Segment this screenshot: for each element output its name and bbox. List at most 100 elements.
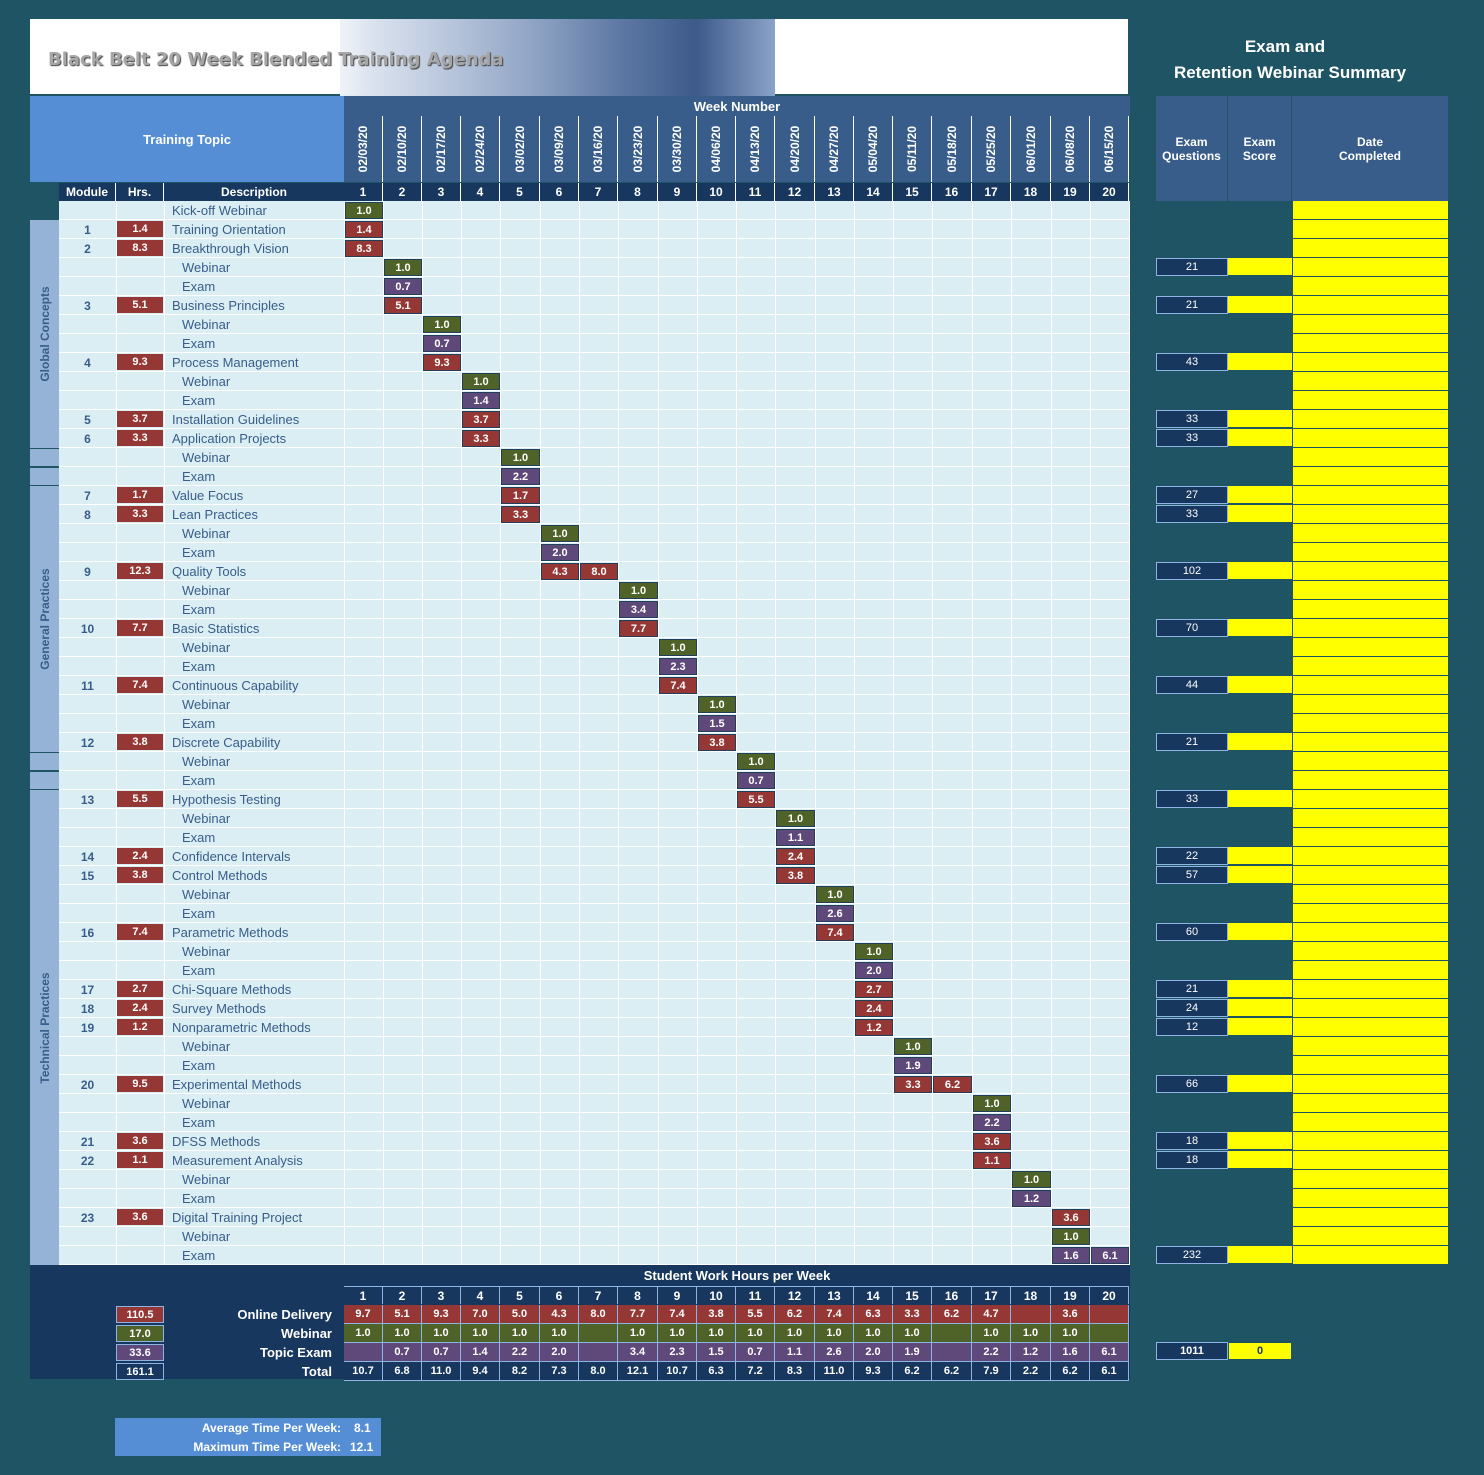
date-completed-cell[interactable]: [1292, 885, 1448, 904]
date-completed-cell[interactable]: [1292, 1094, 1448, 1113]
date-completed-cell[interactable]: [1292, 942, 1448, 961]
date-completed-cell[interactable]: [1292, 467, 1448, 486]
date-completed-cell[interactable]: [1292, 638, 1448, 657]
date-completed-cell[interactable]: [1292, 505, 1448, 524]
exam-score-input[interactable]: [1228, 847, 1292, 865]
topic-description[interactable]: Webinar: [182, 754, 231, 769]
topic-description[interactable]: Webinar: [182, 1039, 231, 1054]
date-completed-cell[interactable]: [1292, 790, 1448, 809]
topic-description[interactable]: Webinar: [182, 583, 231, 598]
exam-score-input[interactable]: [1228, 923, 1292, 941]
exam-score-input[interactable]: [1228, 999, 1292, 1017]
date-completed-cell[interactable]: [1292, 448, 1448, 467]
topic-description[interactable]: Parametric Methods: [172, 925, 289, 940]
exam-score-input[interactable]: [1228, 1151, 1292, 1169]
exam-score-input[interactable]: [1228, 429, 1292, 447]
topic-description[interactable]: Webinar: [182, 944, 231, 959]
date-completed-cell[interactable]: [1292, 581, 1448, 600]
date-completed-cell[interactable]: [1292, 258, 1448, 277]
exam-score-input[interactable]: [1228, 980, 1292, 998]
topic-description[interactable]: Training Orientation: [172, 222, 286, 237]
topic-description[interactable]: Webinar: [182, 887, 231, 902]
date-completed-cell[interactable]: [1292, 1113, 1448, 1132]
topic-description[interactable]: Webinar: [182, 697, 231, 712]
topic-description[interactable]: Webinar: [182, 526, 231, 541]
date-completed-cell[interactable]: [1292, 695, 1448, 714]
topic-description[interactable]: Application Projects: [172, 431, 287, 446]
topic-description[interactable]: Breakthrough Vision: [172, 241, 289, 256]
topic-description[interactable]: Webinar: [182, 450, 231, 465]
date-completed-cell[interactable]: [1292, 1208, 1448, 1227]
topic-description[interactable]: Exam: [182, 773, 216, 788]
date-completed-cell[interactable]: [1292, 277, 1448, 296]
exam-total-questions[interactable]: 1011: [1156, 1342, 1228, 1360]
exam-score-input[interactable]: [1228, 676, 1292, 694]
exam-score-input[interactable]: [1228, 410, 1292, 428]
date-completed-cell[interactable]: [1292, 866, 1448, 885]
exam-score-input[interactable]: [1228, 1246, 1292, 1264]
exam-score-input[interactable]: [1228, 1018, 1292, 1036]
exam-score-input[interactable]: [1228, 866, 1292, 884]
exam-score-input[interactable]: [1228, 733, 1292, 751]
date-completed-cell[interactable]: [1292, 1037, 1448, 1056]
topic-description[interactable]: Continuous Capability: [172, 678, 299, 693]
exam-score-input[interactable]: [1228, 1075, 1292, 1093]
topic-description[interactable]: Experimental Methods: [172, 1077, 302, 1092]
topic-description[interactable]: Business Principles: [172, 298, 285, 313]
date-completed-cell[interactable]: [1292, 980, 1448, 999]
date-completed-cell[interactable]: [1292, 315, 1448, 334]
topic-description[interactable]: Control Methods: [172, 868, 268, 883]
topic-description[interactable]: DFSS Methods: [172, 1134, 261, 1149]
topic-description[interactable]: Exam: [182, 336, 216, 351]
topic-description[interactable]: Exam: [182, 659, 216, 674]
date-completed-cell[interactable]: [1292, 562, 1448, 581]
exam-score-input[interactable]: [1228, 296, 1292, 314]
topic-description[interactable]: Webinar: [182, 260, 231, 275]
exam-score-input[interactable]: [1228, 258, 1292, 276]
date-completed-cell[interactable]: [1292, 847, 1448, 866]
topic-description[interactable]: Exam: [182, 602, 216, 617]
topic-description[interactable]: Webinar: [182, 640, 231, 655]
exam-score-input[interactable]: [1228, 486, 1292, 504]
topic-description[interactable]: Survey Methods: [172, 1001, 266, 1016]
date-completed-cell[interactable]: [1292, 1151, 1448, 1170]
exam-score-input[interactable]: [1228, 1132, 1292, 1150]
date-completed-cell[interactable]: [1292, 201, 1448, 220]
topic-description[interactable]: Webinar: [182, 811, 231, 826]
topic-description[interactable]: Chi-Square Methods: [172, 982, 292, 997]
date-completed-cell[interactable]: [1292, 714, 1448, 733]
date-completed-cell[interactable]: [1292, 1227, 1448, 1246]
date-completed-cell[interactable]: [1292, 372, 1448, 391]
date-completed-cell[interactable]: [1292, 1132, 1448, 1151]
topic-description[interactable]: Exam: [182, 1248, 216, 1263]
topic-description[interactable]: Exam: [182, 963, 216, 978]
topic-description[interactable]: Exam: [182, 469, 216, 484]
topic-description[interactable]: Exam: [182, 1058, 216, 1073]
topic-description[interactable]: Installation Guidelines: [172, 412, 300, 427]
topic-description[interactable]: Basic Statistics: [172, 621, 260, 636]
date-completed-cell[interactable]: [1292, 1189, 1448, 1208]
topic-description[interactable]: Confidence Intervals: [172, 849, 291, 864]
exam-score-input[interactable]: [1228, 790, 1292, 808]
date-completed-cell[interactable]: [1292, 828, 1448, 847]
exam-score-input[interactable]: [1228, 562, 1292, 580]
topic-description[interactable]: Exam: [182, 1115, 216, 1130]
date-completed-cell[interactable]: [1292, 1246, 1448, 1265]
topic-description[interactable]: Hypothesis Testing: [172, 792, 281, 807]
date-completed-cell[interactable]: [1292, 1170, 1448, 1189]
date-completed-cell[interactable]: [1292, 1018, 1448, 1037]
date-completed-cell[interactable]: [1292, 657, 1448, 676]
exam-total-score[interactable]: 0: [1228, 1342, 1292, 1360]
date-completed-cell[interactable]: [1292, 904, 1448, 923]
topic-description[interactable]: Exam: [182, 545, 216, 560]
exam-score-input[interactable]: [1228, 505, 1292, 523]
date-completed-cell[interactable]: [1292, 1075, 1448, 1094]
date-completed-cell[interactable]: [1292, 733, 1448, 752]
topic-description[interactable]: Measurement Analysis: [172, 1153, 303, 1168]
topic-description[interactable]: Kick-off Webinar: [172, 203, 267, 218]
exam-score-input[interactable]: [1228, 353, 1292, 371]
topic-description[interactable]: Webinar: [182, 374, 231, 389]
topic-description[interactable]: Webinar: [182, 1172, 231, 1187]
exam-score-input[interactable]: [1228, 619, 1292, 637]
topic-description[interactable]: Exam: [182, 906, 216, 921]
